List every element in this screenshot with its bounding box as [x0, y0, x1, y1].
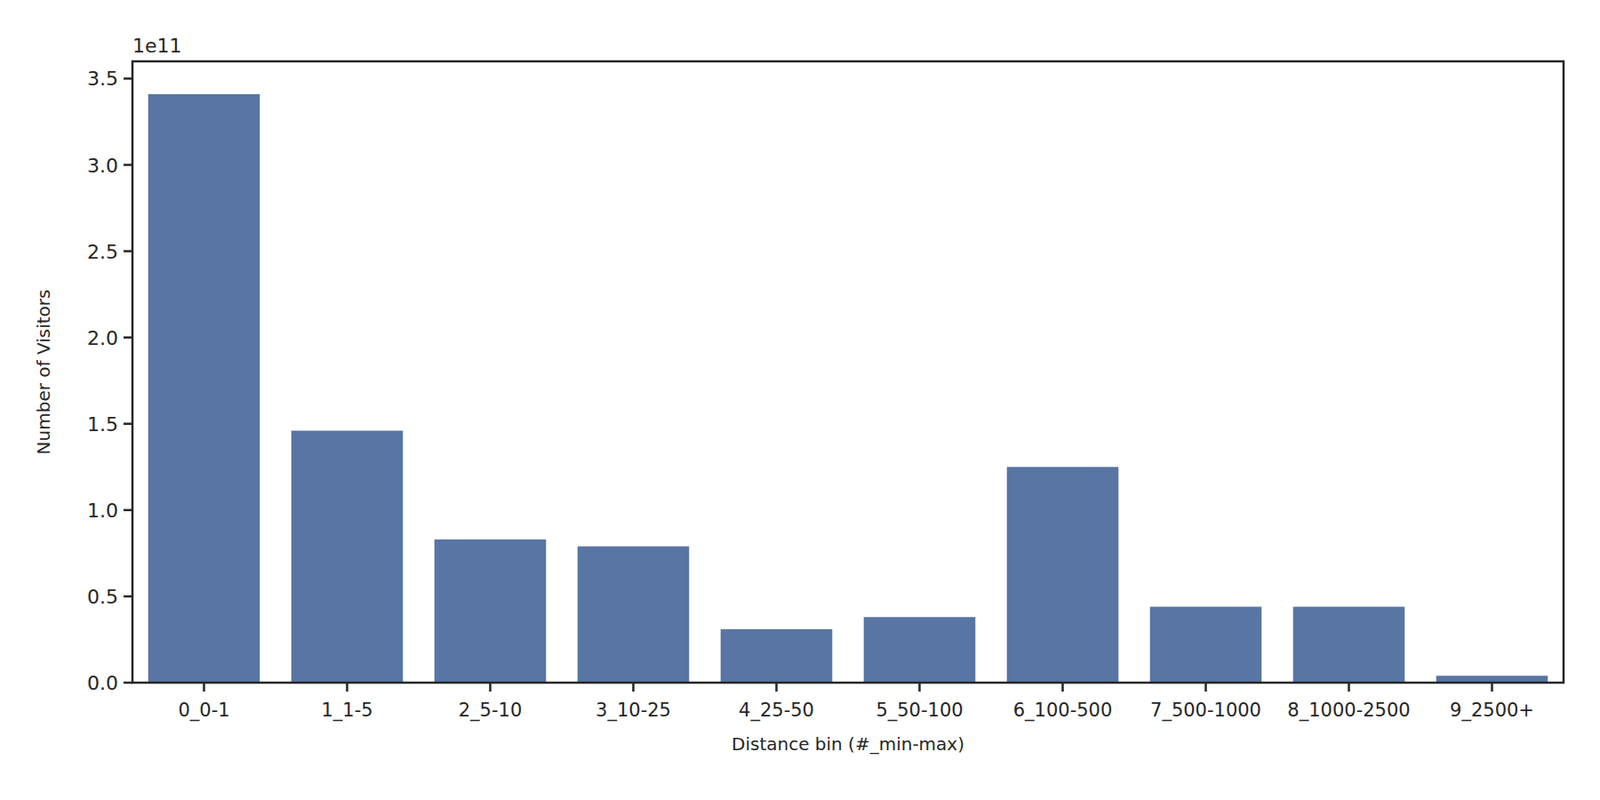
- bar: [1007, 466, 1120, 683]
- x-tick: [202, 682, 206, 692]
- x-tick: [345, 682, 349, 692]
- y-tick: [123, 336, 133, 339]
- x-tick: [1061, 682, 1064, 692]
- y-tick: [123, 595, 133, 599]
- x-tick-label: 4_25-50: [738, 699, 815, 722]
- x-tick-label: 8_1000-2500: [1287, 699, 1410, 722]
- y-tick-label: 3.5: [87, 67, 119, 90]
- x-tick: [918, 682, 921, 692]
- y-tick: [123, 163, 133, 167]
- y-tick-label: 3.0: [87, 154, 119, 177]
- bars: [148, 94, 1549, 683]
- bar: [720, 629, 833, 683]
- x-tick-label: 6_100-500: [1013, 699, 1113, 722]
- y-tick: [123, 77, 133, 80]
- x-tick: [488, 682, 492, 692]
- chart: 0.0 0.5 1.0 1.5 2.0 2.5 3.0 3.5 0_0-1 1_1-5 2_5-10…: [0, 0, 1600, 800]
- y-tick-label: 2.5: [87, 240, 119, 264]
- y-tick: [123, 249, 133, 253]
- y-tick-label: 0.0: [87, 672, 119, 695]
- y-tick-label: 2.0: [87, 327, 119, 350]
- y-offset-text: 1e11: [132, 34, 183, 57]
- y-axis-label: Number of Visitors: [32, 289, 55, 456]
- plot-frame: [132, 61, 1564, 683]
- bar: [1293, 607, 1406, 683]
- y-tick: [123, 509, 133, 512]
- x-tick-label: 3_10-25: [595, 699, 672, 722]
- x-tick-label: 7_500-1000: [1150, 699, 1262, 722]
- y-tick: [123, 423, 133, 426]
- x-tick: [1490, 682, 1494, 692]
- x-tick-label: 0_0-1: [177, 699, 230, 722]
- bar: [577, 546, 690, 683]
- bar: [148, 94, 261, 683]
- x-tick: [1204, 682, 1208, 692]
- y-tick: [123, 681, 133, 685]
- bar: [1150, 607, 1263, 683]
- x-tick-label: 9_2500+: [1449, 699, 1535, 722]
- bar: [291, 431, 404, 683]
- x-tick-label: 5_50-100: [875, 699, 963, 722]
- bar: [434, 539, 547, 683]
- x-tick-label: 2_5-10: [458, 699, 523, 722]
- y-tick-label: 1.0: [87, 499, 119, 522]
- x-tick: [1347, 682, 1351, 692]
- y-tick-label: 0.5: [87, 585, 119, 608]
- x-axis-label: Distance bin (#_min-max): [731, 733, 965, 755]
- x-tick: [632, 682, 635, 692]
- x-tick-label: 1_1-5: [320, 699, 373, 722]
- bar: [864, 616, 976, 683]
- y-tick-label: 1.5: [87, 413, 119, 436]
- x-tick: [775, 682, 778, 692]
